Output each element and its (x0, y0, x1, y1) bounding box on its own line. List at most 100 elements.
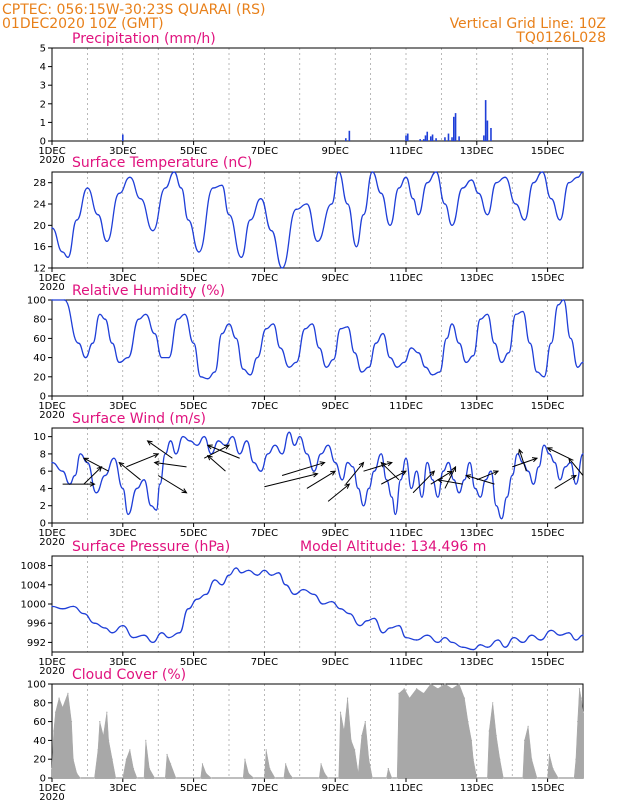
series-point (118, 192, 120, 195)
x-tick-label: 3DEC (109, 783, 136, 794)
series-point (153, 332, 156, 335)
cloud-point (102, 735, 104, 737)
series-point (77, 342, 80, 344)
cloud-point (403, 688, 405, 690)
series-point (405, 636, 407, 639)
series-point (424, 366, 427, 368)
wind-arrow-shaft (430, 470, 453, 485)
series-point (389, 224, 391, 227)
series-point (122, 487, 124, 490)
wind-arrow-head (446, 470, 454, 476)
x-tick-label: 7DEC (251, 783, 278, 794)
series-point (569, 337, 572, 340)
y-tick-label: 60 (33, 717, 46, 728)
series-point (426, 181, 428, 184)
series-line (51, 431, 584, 520)
series-point (231, 435, 234, 438)
cloud-point (76, 772, 78, 774)
series-point (410, 487, 413, 490)
cloud-point (444, 683, 446, 685)
cloud-point (154, 777, 156, 779)
wind-arrow-head (206, 454, 213, 461)
series-point (385, 479, 388, 481)
series-point (472, 648, 474, 651)
wind-arrow-head (153, 460, 160, 466)
cloud-point (398, 692, 400, 695)
series-point (221, 332, 223, 335)
series-point (394, 513, 397, 516)
series-point (444, 203, 446, 205)
cloud-point (122, 777, 124, 779)
series-point (461, 646, 464, 648)
series-point (293, 593, 296, 596)
wind-arrow-shaft (518, 449, 527, 472)
cloud-point (327, 777, 329, 779)
y-tick-label: 60 (33, 334, 46, 345)
series-point (576, 366, 579, 368)
series-point (161, 356, 163, 359)
x-tick-label: 11DEC (389, 657, 423, 668)
series-point (368, 366, 370, 368)
series-point (421, 496, 423, 498)
series-point (118, 361, 120, 364)
series-point (143, 479, 145, 481)
series-point (497, 639, 499, 641)
series-point (575, 483, 577, 485)
y-tick-label: 24 (33, 200, 46, 211)
series-point (270, 574, 273, 576)
series-point (127, 513, 129, 516)
series-point (325, 366, 328, 368)
cloud-point (136, 777, 138, 779)
wind-arrow-shaft (512, 457, 538, 468)
wind-arrow-head (429, 470, 436, 477)
cloud-area (51, 683, 584, 779)
x-tick-label: 1DEC (38, 401, 65, 412)
series-point (313, 470, 315, 472)
series-point (479, 496, 482, 498)
y-tick-label: 1 (40, 118, 46, 129)
x-tick-label: 7DEC (251, 273, 278, 284)
y-tick-label: 0 (40, 519, 46, 530)
series-line (51, 567, 584, 651)
wind-arrow-shaft (466, 475, 495, 485)
series-point (582, 171, 584, 173)
cloud-point (486, 777, 489, 779)
cloud-point (548, 753, 550, 756)
cloud-point (200, 777, 202, 779)
series-point (568, 632, 570, 634)
series-point (484, 479, 487, 481)
series-point (405, 457, 407, 459)
cloud-point (132, 768, 135, 770)
series-point (543, 444, 545, 446)
series-point (353, 352, 356, 354)
series-point (417, 352, 420, 354)
series-point (260, 197, 262, 200)
cloud-point (292, 777, 294, 779)
y-tick-label: 2 (40, 501, 46, 512)
series-point (490, 470, 492, 472)
series-point (63, 299, 66, 301)
cloud-point (111, 758, 113, 760)
wind-arrow-head (518, 448, 524, 455)
x-tick-label: 7DEC (251, 528, 278, 539)
series-point (513, 636, 515, 639)
x-tick-label: 5DEC (180, 146, 207, 157)
series-point (582, 453, 584, 455)
series-point (348, 612, 351, 615)
wind-arrow-shaft (345, 462, 364, 485)
series-point (106, 240, 108, 243)
series-point (532, 483, 535, 485)
series-point (92, 342, 94, 344)
series-point (265, 328, 267, 330)
series-point (516, 453, 519, 455)
cloud-point (148, 768, 150, 770)
series-point (486, 213, 489, 216)
series-point (515, 313, 517, 316)
cloud-point (577, 721, 579, 723)
series-point (447, 461, 450, 464)
y-tick-label: 20 (33, 372, 46, 383)
x-tick-label: 9DEC (322, 783, 349, 794)
series-point (330, 203, 333, 205)
series-point (391, 496, 393, 498)
series-point (493, 342, 496, 344)
